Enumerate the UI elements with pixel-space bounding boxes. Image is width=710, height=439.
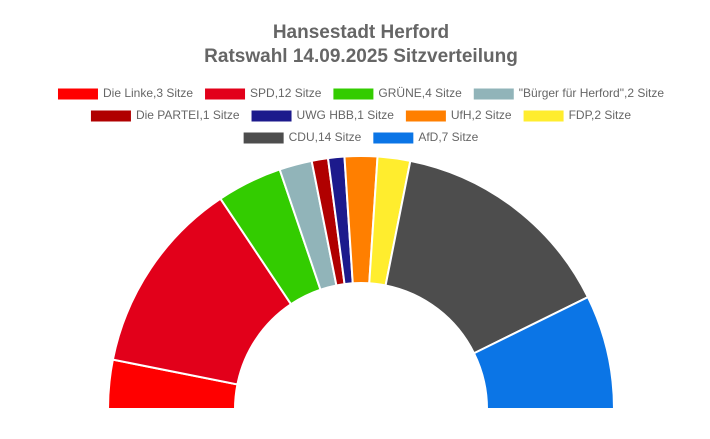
legend-item: SPD,12 Sitze — [205, 86, 322, 100]
legend-label: "Bürger für Herford",2 Sitze — [519, 86, 665, 100]
legend-label: CDU,14 Sitze — [289, 130, 362, 144]
legend-label: UfH,2 Sitze — [451, 108, 512, 122]
seat-slice — [384, 159, 590, 355]
legend-item: UWG HBB,1 Sitze — [251, 108, 395, 122]
legend-swatch — [405, 110, 446, 122]
legend-label: FDP,2 Sitze — [569, 108, 632, 122]
legend-swatch — [205, 88, 246, 100]
legend-item: "Bürger für Herford",2 Sitze — [473, 86, 665, 100]
legend-swatch — [57, 88, 98, 100]
legend-swatch — [243, 132, 284, 144]
chart-subtitle: Ratswahl 14.09.2025 Sitzverteilung — [204, 46, 518, 67]
legend-item: UfH,2 Sitze — [405, 108, 512, 122]
legend-item: Die PARTEI,1 Sitze — [90, 108, 240, 122]
legend-label: Die Linke,3 Sitze — [103, 86, 193, 100]
legend-item: FDP,2 Sitze — [523, 108, 632, 122]
legend-item: Die Linke,3 Sitze — [57, 86, 193, 100]
legend-swatch — [473, 88, 514, 100]
legend-label: Die PARTEI,1 Sitze — [136, 108, 240, 122]
legend-label: GRÜNE,4 Sitze — [378, 86, 462, 100]
legend-swatch — [251, 110, 292, 122]
legend-swatch — [373, 132, 414, 144]
seat-slice — [472, 295, 616, 410]
legend-swatch — [523, 110, 564, 122]
legend-swatch — [333, 88, 374, 100]
legend-label: SPD,12 Sitze — [250, 86, 322, 100]
legend-label: UWG HBB,1 Sitze — [297, 108, 395, 122]
legend-item: GRÜNE,4 Sitze — [333, 86, 462, 100]
legend-item: AfD,7 Sitze — [373, 130, 479, 144]
legend-label: AfD,7 Sitze — [418, 130, 478, 144]
chart-title: Hansestadt Herford — [273, 22, 449, 43]
legend-swatch — [90, 110, 131, 122]
legend-item: CDU,14 Sitze — [243, 130, 362, 144]
